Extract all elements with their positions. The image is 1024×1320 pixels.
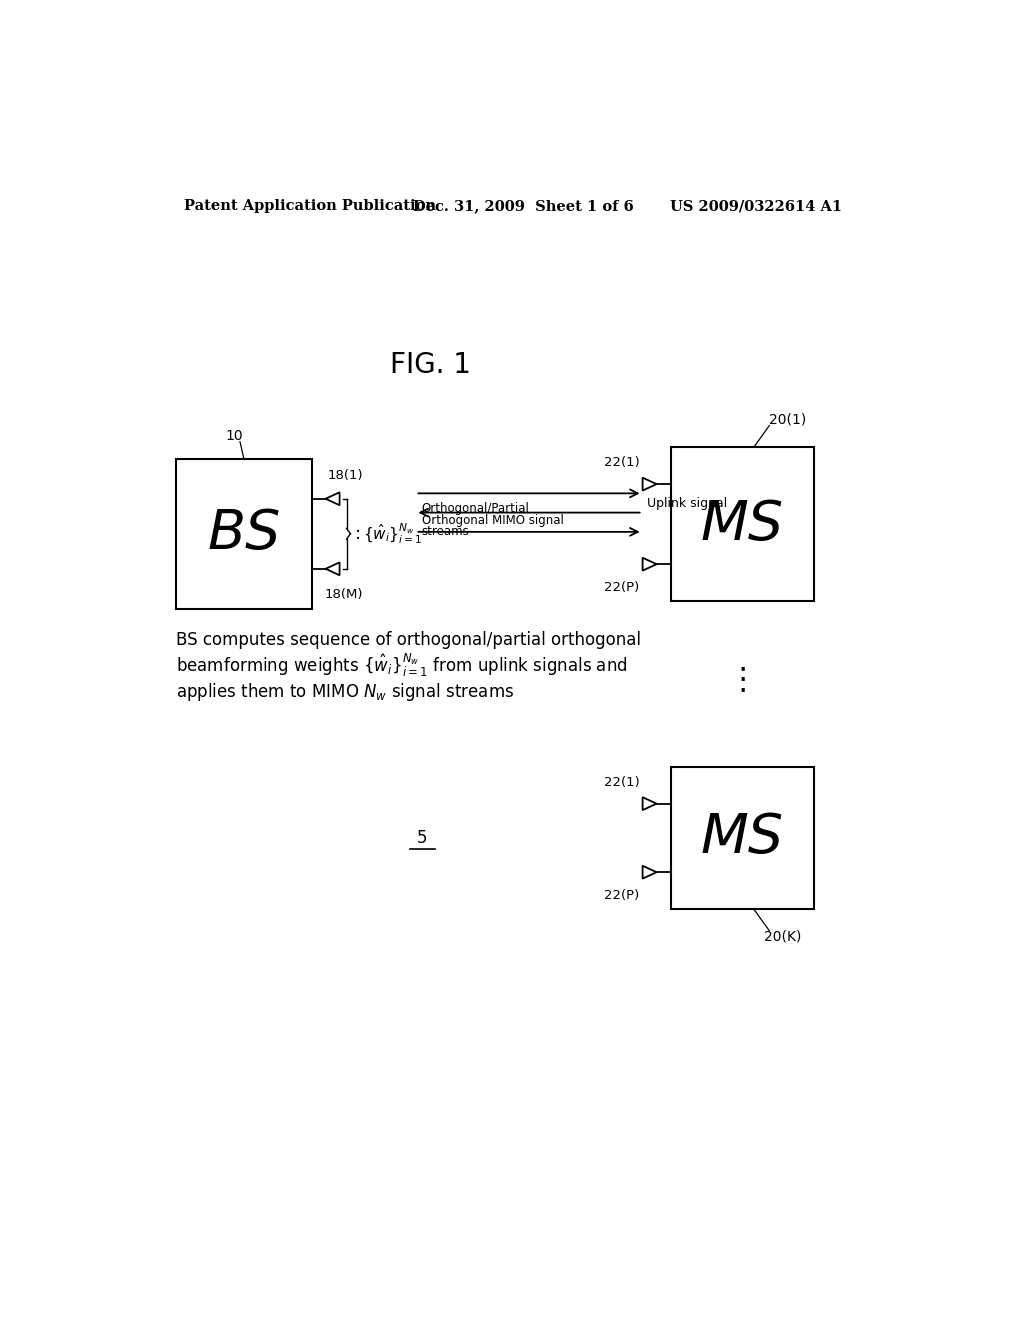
Bar [176,459,311,609]
Text: 20(K): 20(K) [764,929,801,944]
Text: applies them to MIMO $N_w$ signal streams: applies them to MIMO $N_w$ signal stream… [176,681,514,704]
Bar [671,447,814,601]
Text: streams: streams [422,525,469,539]
Text: 10: 10 [225,429,244,442]
Text: Orthogonal MIMO signal: Orthogonal MIMO signal [422,513,563,527]
Text: BS computes sequence of orthogonal/partial orthogonal: BS computes sequence of orthogonal/parti… [176,631,641,648]
Text: US 2009/0322614 A1: US 2009/0322614 A1 [671,199,843,213]
Text: Orthogonal/Partial: Orthogonal/Partial [422,502,529,515]
Bar [671,767,814,909]
Text: MS: MS [700,812,783,865]
Text: 5: 5 [417,829,428,847]
Text: 22(1): 22(1) [604,776,640,788]
Text: ⋮: ⋮ [727,665,758,694]
Text: 20(1): 20(1) [769,412,807,426]
Text: Dec. 31, 2009  Sheet 1 of 6: Dec. 31, 2009 Sheet 1 of 6 [414,199,634,213]
Text: :: : [355,525,361,543]
Text: 18(M): 18(M) [324,589,362,602]
Text: $\{\hat{w}_i\}_{i=1}^{N_w}$: $\{\hat{w}_i\}_{i=1}^{N_w}$ [362,521,422,546]
Text: 18(1): 18(1) [328,469,362,482]
Text: BS: BS [207,507,281,560]
Text: 22(P): 22(P) [604,888,640,902]
Text: MS: MS [700,498,783,550]
Text: Uplink signal: Uplink signal [647,496,727,510]
Text: 22(P): 22(P) [604,581,640,594]
Text: 22(1): 22(1) [604,455,640,469]
Text: FIG. 1: FIG. 1 [390,351,471,379]
Text: Patent Application Publication: Patent Application Publication [183,199,436,213]
Text: beamforming weights $\{\hat{w}_i\}_{i=1}^{N_w}$ from uplink signals and: beamforming weights $\{\hat{w}_i\}_{i=1}… [176,652,628,680]
